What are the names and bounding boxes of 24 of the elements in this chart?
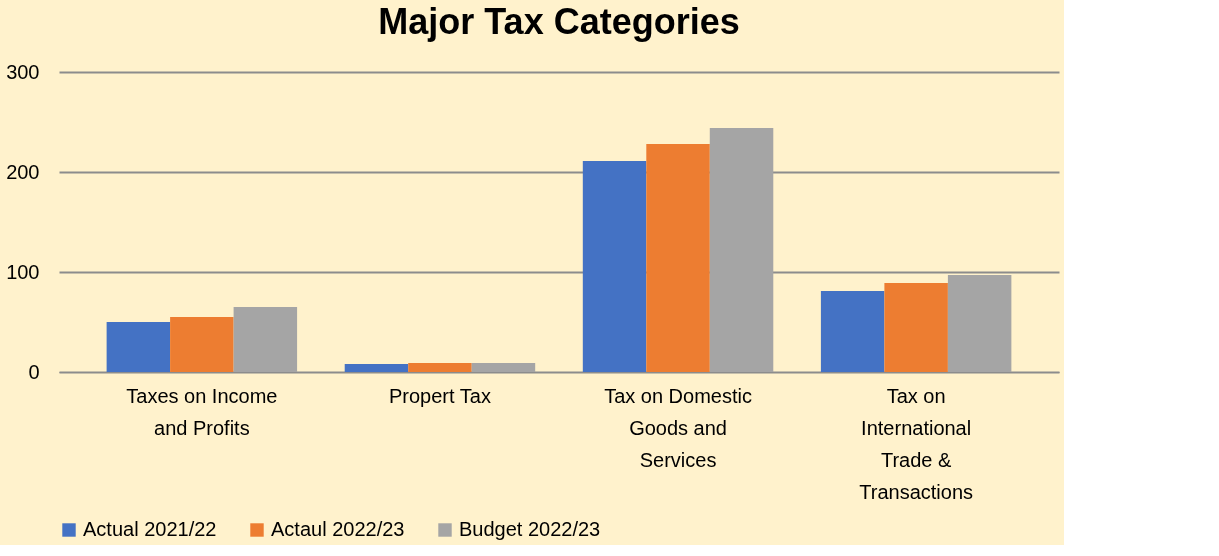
bar (233, 307, 298, 372)
bar (884, 283, 948, 372)
bar (106, 322, 171, 372)
bar (709, 128, 774, 372)
legend-label: Actual 2021/22 (83, 518, 217, 540)
x-tick-label: Tax on International Trade & Transactions (859, 384, 974, 503)
y-tick-label: 100 (6, 260, 40, 283)
bar (408, 363, 472, 372)
bar (471, 363, 536, 372)
bar (344, 364, 409, 372)
x-tick-label: Tax on Domestic Goods and Services (604, 384, 752, 471)
bar (582, 161, 647, 372)
x-tick-label: Taxes on Income and Profits (126, 384, 278, 439)
y-tick-label: 0 (28, 360, 40, 383)
bar (820, 291, 885, 372)
y-tick-label: 300 (6, 60, 40, 83)
bar (170, 317, 234, 372)
x-tick-label: Propert Tax (389, 384, 491, 407)
legend-label: Budget 2022/23 (459, 518, 601, 540)
bar (947, 275, 1012, 372)
chart-title: Major Tax Categories (378, 1, 740, 42)
y-tick-label: 200 (6, 160, 40, 183)
bar (646, 144, 710, 372)
legend-label: Actaul 2022/23 (271, 518, 405, 540)
